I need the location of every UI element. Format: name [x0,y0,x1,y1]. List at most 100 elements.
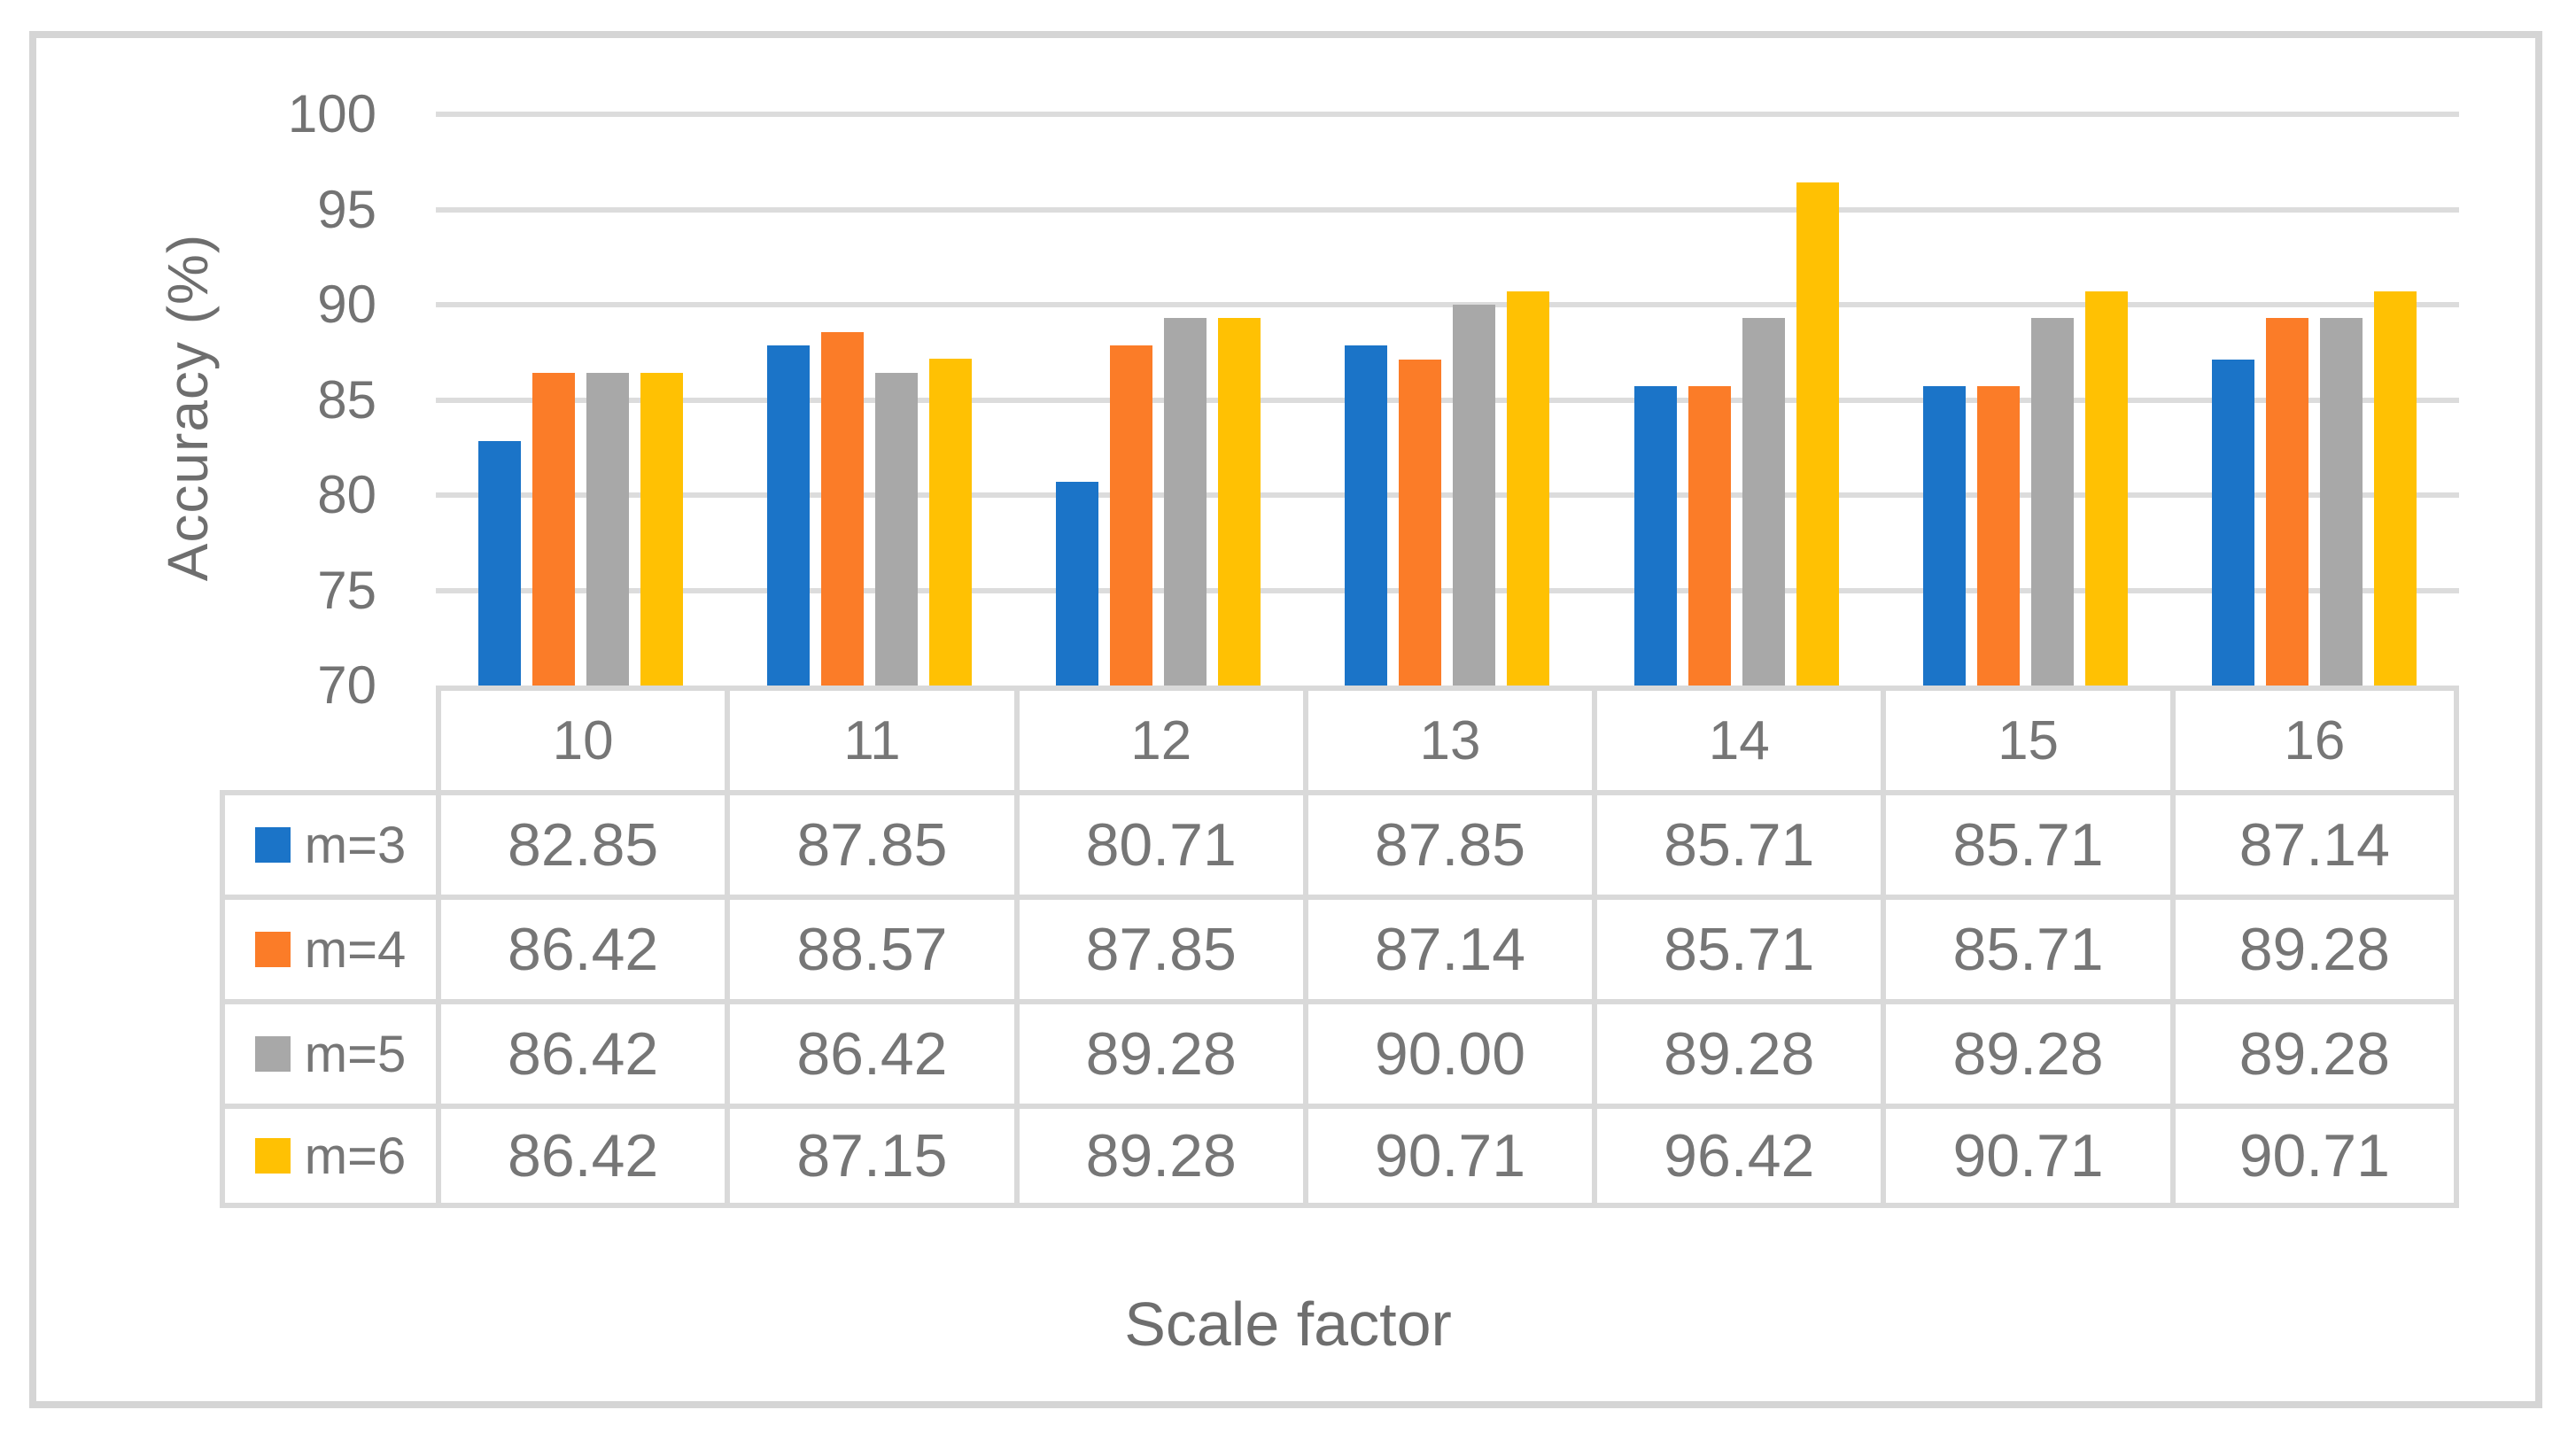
data-table: 10 11 12 13 14 15 16 m=3 82.85 87.85 80.71 87.85 85.… [220,686,2468,1208]
bar-m3-11 [766,345,810,686]
legend-swatch-m3 [254,827,291,863]
table-row-m6: m=6 86.42 87.15 89.28 90.71 96.42 90.71 90.71 [220,1104,2459,1208]
bar-m3-16 [2212,359,2255,686]
bar-m4-15 [1977,386,2021,686]
legend-swatch-m5 [254,1036,291,1072]
table-cell-m3-15: 85.71 [1881,790,2170,895]
bar-m3-13 [1345,345,1388,686]
legend-cell-m5: m=5 [220,999,436,1104]
bar-m4-16 [2266,318,2309,686]
gridline-y-90 [436,302,2459,307]
table-cell-m4-11: 88.57 [725,895,1014,999]
series-name-label: m=3 [304,816,407,874]
series-name-label: m=6 [304,1127,407,1185]
table-cell-m6-11: 87.15 [725,1104,1014,1208]
plot-area [436,112,2459,686]
table-cell-m3-10: 82.85 [436,790,725,895]
table-cell-m5-11: 86.42 [725,999,1014,1104]
bar-m3-14 [1633,386,1677,686]
bar-m3-12 [1056,481,1099,686]
table-cell-m4-12: 87.85 [1013,895,1303,999]
table-cell-m5-16: 89.28 [2169,999,2459,1104]
table-cell-m3-11: 87.85 [725,790,1014,895]
bar-m6-13 [1507,291,1550,686]
bar-group-16 [2170,114,2459,686]
table-header-row: 10 11 12 13 14 15 16 [436,686,2459,790]
bar-m5-10 [586,372,629,686]
series-name-label: m=5 [304,1025,407,1083]
legend-cell-m3: m=3 [220,790,436,895]
table-cell-m6-14: 96.42 [1592,1104,1882,1208]
bar-m5-12 [1164,318,1207,686]
table-header-cell-13: 13 [1302,686,1593,790]
bar-m6-12 [1218,318,1261,686]
bar-m5-15 [2031,318,2075,686]
legend-cell-m4: m=4 [220,895,436,999]
table-header-cell-12: 12 [1013,686,1303,790]
y-axis-tick-label-70: 70 [317,655,376,715]
table-cell-m3-13: 87.85 [1302,790,1593,895]
table-cell-m4-15: 85.71 [1881,895,2170,999]
table-cell-m3-16: 87.14 [2169,790,2459,895]
y-axis-tick-label-85: 85 [317,369,376,430]
y-axis-tick-label-100: 100 [287,84,376,143]
bar-m3-10 [477,440,521,686]
table-cell-m6-13: 90.71 [1302,1104,1593,1208]
bar-group-15 [1881,114,2169,686]
table-header-cell-16: 16 [2169,686,2459,790]
bar-m5-11 [874,372,918,686]
bar-m4-11 [820,331,864,686]
bar-m4-14 [1688,386,1731,686]
bar-group-13 [1303,114,1592,686]
bar-m6-16 [2374,291,2417,686]
gridline-y-100 [436,112,2459,117]
bar-m6-11 [928,359,972,686]
table-cell-m5-14: 89.28 [1592,999,1882,1104]
gridline-y-75 [436,587,2459,593]
gridline-y-85 [436,397,2459,403]
table-cell-m6-10: 86.42 [436,1104,725,1208]
table-cell-m5-12: 89.28 [1013,999,1303,1104]
table-cell-m5-15: 89.28 [1881,999,2170,1104]
table-cell-m3-12: 80.71 [1013,790,1303,895]
bar-m4-12 [1110,345,1153,686]
table-cell-m4-10: 86.42 [436,895,725,999]
table-cell-m6-15: 90.71 [1881,1104,2170,1208]
table-cell-m3-14: 85.71 [1592,790,1882,895]
y-axis-tick-label-95: 95 [317,179,376,239]
table-cell-m6-16: 90.71 [2169,1104,2459,1208]
gridline-y-80 [436,492,2459,498]
legend-cell-m6: m=6 [220,1104,436,1208]
table-cell-m6-12: 89.28 [1013,1104,1303,1208]
table-row-m3: m=3 82.85 87.85 80.71 87.85 85.71 85.71 87.14 [220,790,2459,895]
bar-m6-14 [1796,182,1839,686]
legend-swatch-m4 [254,932,291,967]
x-axis-title: Scale factor [1124,1290,1452,1359]
bar-m4-13 [1399,359,1442,686]
series-name-label: m=4 [304,920,407,979]
table-header-cell-14: 14 [1592,686,1882,790]
table-cell-m5-10: 86.42 [436,999,725,1104]
table-cell-m4-16: 89.28 [2169,895,2459,999]
table-cell-m4-14: 85.71 [1592,895,1882,999]
y-axis-tick-label-90: 90 [317,275,376,334]
table-cell-m5-13: 90.00 [1302,999,1593,1104]
bar-group-10 [436,114,725,686]
table-header-cell-10: 10 [436,686,725,790]
table-header-cell-11: 11 [725,686,1014,790]
bar-m6-15 [2085,291,2129,686]
bar-m5-14 [1742,318,1785,686]
bar-group-11 [725,114,1013,686]
bar-m5-16 [2320,318,2363,686]
bar-m5-13 [1453,305,1496,686]
table-row-m5: m=5 86.42 86.42 89.28 90.00 89.28 89.28 89.28 [220,999,2459,1104]
table-cell-m4-13: 87.14 [1302,895,1593,999]
bar-m4-10 [531,372,575,686]
bar-m6-10 [640,372,683,686]
figure-frame [29,31,2542,1408]
gridline-y-95 [436,206,2459,213]
y-axis-tick-label-80: 80 [317,465,376,524]
bar-group-14 [1592,114,1881,686]
table-header-cell-15: 15 [1881,686,2170,790]
